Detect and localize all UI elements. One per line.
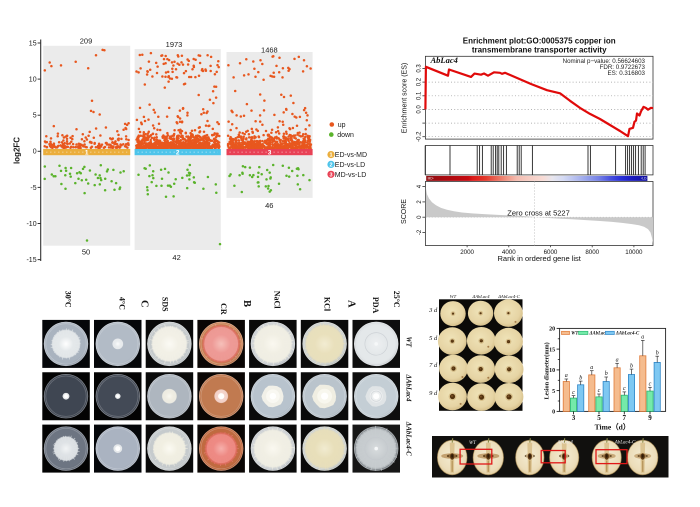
svg-text:0: 0 bbox=[552, 410, 555, 416]
svg-text:ΔAbLac4-C: ΔAbLac4-C bbox=[615, 332, 640, 337]
svg-text:5 d: 5 d bbox=[429, 335, 438, 342]
svg-text:c: c bbox=[572, 390, 575, 396]
svg-text:b: b bbox=[630, 363, 633, 369]
svg-text:SCORE: SCORE bbox=[401, 199, 408, 224]
svg-text:30°C: 30°C bbox=[63, 291, 72, 308]
svg-text:WT: WT bbox=[405, 337, 413, 348]
svg-text:Time（d）: Time（d） bbox=[595, 422, 631, 432]
svg-text:0.0: 0.0 bbox=[417, 105, 423, 114]
svg-text:up: up bbox=[338, 122, 346, 129]
svg-text:b: b bbox=[605, 371, 608, 377]
svg-text:KCl: KCl bbox=[322, 297, 331, 312]
svg-text:SDS: SDS bbox=[161, 297, 170, 312]
svg-text:a: a bbox=[641, 335, 644, 341]
svg-text:ED-vs-LD: ED-vs-LD bbox=[335, 162, 365, 169]
svg-text:3: 3 bbox=[329, 172, 332, 178]
svg-text:Enrichment plot:GO:0005375 cop: Enrichment plot:GO:0005375 copper ion bbox=[463, 37, 616, 46]
svg-text:c: c bbox=[598, 388, 601, 394]
svg-text:ΔAbLac4: ΔAbLac4 bbox=[472, 294, 491, 299]
svg-text:1: 1 bbox=[329, 153, 332, 159]
svg-text:0: 0 bbox=[33, 149, 37, 156]
svg-text:1: 1 bbox=[85, 149, 89, 156]
svg-text:Rank in ordered gene list: Rank in ordered gene list bbox=[498, 254, 582, 263]
svg-text:50: 50 bbox=[82, 248, 90, 257]
svg-text:Enrichment score (ES): Enrichment score (ES) bbox=[402, 63, 409, 133]
svg-text:46: 46 bbox=[265, 201, 273, 210]
svg-text:10: 10 bbox=[29, 77, 37, 84]
svg-text:AbLac4: AbLac4 bbox=[430, 55, 458, 65]
svg-text:25°C: 25°C bbox=[392, 291, 401, 308]
svg-text:b: b bbox=[579, 375, 582, 381]
svg-text:3: 3 bbox=[268, 149, 272, 156]
svg-text:1468: 1468 bbox=[261, 45, 278, 54]
svg-text:3 d: 3 d bbox=[428, 307, 438, 314]
svg-text:A: A bbox=[346, 300, 357, 308]
svg-text:1973: 1973 bbox=[166, 40, 183, 49]
svg-text:ΔAbLac4-C: ΔAbLac4-C bbox=[497, 294, 521, 299]
svg-text:0.1: 0.1 bbox=[417, 91, 423, 100]
svg-text:CR: CR bbox=[219, 303, 228, 315]
svg-text:AbLac4-C: AbLac4-C bbox=[614, 441, 636, 446]
svg-text:MD-vs-LD: MD-vs-LD bbox=[335, 172, 367, 179]
svg-text:209: 209 bbox=[80, 37, 93, 46]
svg-text:log2FC: log2FC bbox=[12, 137, 21, 164]
svg-text:MD›: MD› bbox=[428, 177, 434, 181]
svg-text:C: C bbox=[138, 300, 149, 308]
svg-text:a: a bbox=[565, 373, 568, 379]
svg-text:7 d: 7 d bbox=[429, 362, 438, 369]
svg-text:AbLac4: AbLac4 bbox=[556, 441, 573, 446]
svg-text:B: B bbox=[241, 300, 252, 307]
svg-text:ES: 0.316803: ES: 0.316803 bbox=[608, 70, 646, 77]
svg-text:ΔAbLac4: ΔAbLac4 bbox=[405, 374, 413, 402]
svg-text:2: 2 bbox=[329, 162, 332, 168]
svg-text:-0.2: -0.2 bbox=[417, 131, 423, 142]
svg-text:transmembrane transporter acti: transmembrane transporter activity bbox=[472, 46, 607, 55]
svg-text:WT: WT bbox=[469, 441, 477, 446]
svg-text:4°C: 4°C bbox=[118, 297, 127, 310]
svg-text:2: 2 bbox=[176, 149, 180, 156]
svg-text:9: 9 bbox=[648, 414, 652, 422]
svg-text:10000: 10000 bbox=[625, 249, 643, 256]
svg-text:0.2: 0.2 bbox=[417, 77, 423, 86]
svg-text:3: 3 bbox=[572, 414, 576, 422]
svg-text:8000: 8000 bbox=[585, 249, 599, 256]
svg-text:15: 15 bbox=[29, 40, 37, 47]
svg-text:9 d: 9 d bbox=[429, 390, 438, 397]
svg-text:-15: -15 bbox=[26, 257, 36, 264]
svg-text:‹LD: ‹LD bbox=[641, 177, 647, 181]
svg-text:ED-vs-MD: ED-vs-MD bbox=[335, 152, 367, 159]
svg-text:Zero cross at 5227: Zero cross at 5227 bbox=[507, 208, 570, 217]
svg-text:5: 5 bbox=[597, 414, 601, 422]
svg-text:Lesion diameter(mm): Lesion diameter(mm) bbox=[544, 342, 551, 399]
svg-text:a: a bbox=[616, 358, 619, 364]
svg-text:PDA: PDA bbox=[371, 297, 380, 314]
svg-text:WT: WT bbox=[450, 294, 457, 299]
svg-text:down: down bbox=[337, 132, 354, 139]
svg-text:5: 5 bbox=[33, 113, 37, 120]
svg-text:-10: -10 bbox=[26, 221, 36, 228]
svg-text:42: 42 bbox=[172, 253, 180, 262]
svg-text:5: 5 bbox=[552, 389, 555, 395]
svg-text:ΔAbLac4-C: ΔAbLac4-C bbox=[405, 421, 413, 456]
svg-text:2000: 2000 bbox=[460, 249, 474, 256]
svg-text:7: 7 bbox=[623, 414, 627, 422]
svg-text:NaCl: NaCl bbox=[272, 291, 281, 310]
svg-text:a: a bbox=[590, 365, 593, 371]
svg-text:-2: -2 bbox=[417, 229, 423, 235]
svg-text:WT: WT bbox=[571, 332, 579, 337]
svg-text:b: b bbox=[656, 350, 659, 356]
svg-text:0.3: 0.3 bbox=[417, 64, 423, 73]
svg-text:20: 20 bbox=[549, 327, 555, 333]
svg-text:-5: -5 bbox=[30, 185, 36, 192]
svg-text:c: c bbox=[649, 382, 652, 388]
svg-text:c: c bbox=[623, 386, 626, 392]
